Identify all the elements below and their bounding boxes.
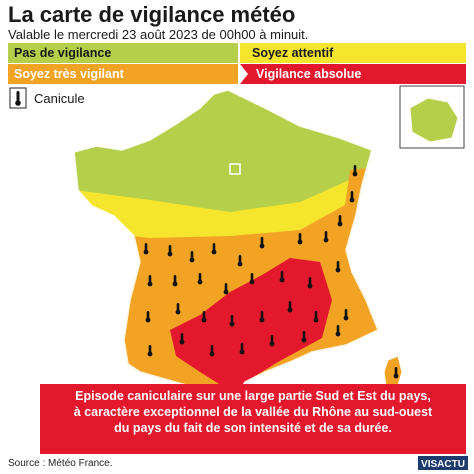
heat-icon <box>353 165 357 173</box>
canicule-icon <box>9 87 27 109</box>
legend-swatch <box>8 43 238 63</box>
heat-icon <box>240 343 244 351</box>
heat-icon <box>287 307 293 313</box>
heat-icon <box>212 243 216 251</box>
heat-icon <box>279 277 285 283</box>
heat-icon <box>269 341 275 347</box>
heat-icon <box>238 255 242 263</box>
heat-icon <box>144 243 148 251</box>
heat-icon <box>298 233 302 241</box>
legend-swatch <box>240 43 466 63</box>
heat-icon <box>259 243 265 249</box>
heat-icon <box>202 311 206 319</box>
heat-icon <box>250 273 254 281</box>
brand: VISACTU <box>421 459 465 470</box>
legend-label: Pas de vigilance <box>14 46 111 60</box>
heat-icon <box>323 237 329 243</box>
heat-icon <box>343 315 349 321</box>
heat-icon <box>393 373 399 379</box>
heat-icon <box>224 283 228 291</box>
heat-icon <box>270 335 274 343</box>
heat-icon <box>335 267 341 273</box>
heat-icon <box>197 279 203 285</box>
heat-icon <box>288 301 292 309</box>
heat-icon <box>338 215 342 223</box>
heat-icon <box>297 239 303 245</box>
heat-icon <box>394 367 398 375</box>
map <box>74 90 378 396</box>
heat-icon <box>259 317 265 323</box>
heat-icon <box>209 351 215 357</box>
heat-icon <box>175 309 181 315</box>
heat-icon <box>337 221 343 227</box>
subtitle: Valable le mercredi 23 août 2023 de 00h0… <box>8 27 308 42</box>
heat-icon <box>172 281 178 287</box>
heat-icon <box>313 317 319 323</box>
heat-icon <box>167 251 173 257</box>
heat-icon <box>189 257 195 263</box>
banner-line: à caractère exceptionnel de la vallée du… <box>74 405 433 419</box>
heat-icon <box>239 349 245 355</box>
heat-icon <box>173 275 177 283</box>
heat-icon <box>180 333 184 341</box>
legend-swatch <box>8 64 238 84</box>
heat-icon <box>308 277 312 285</box>
heat-icon <box>280 271 284 279</box>
legend-label: Soyez attentif <box>252 46 334 60</box>
heat-icon <box>168 245 172 253</box>
heat-icon <box>145 317 151 323</box>
heat-icon <box>229 321 235 327</box>
heat-icon <box>335 331 341 337</box>
heat-icon <box>143 249 149 255</box>
heat-icon <box>210 345 214 353</box>
legend-label: Canicule <box>34 91 85 106</box>
source: Source : Météo France. <box>8 458 113 469</box>
heat-icon <box>176 303 180 311</box>
heat-icon <box>301 337 307 343</box>
heat-icon <box>146 311 150 319</box>
heat-icon <box>237 261 243 267</box>
heat-icon <box>201 317 207 323</box>
heat-icon <box>260 311 264 319</box>
heat-icon <box>344 309 348 317</box>
heat-icon <box>148 345 152 353</box>
heat-icons <box>143 165 399 379</box>
legend-label: Vigilance absolue <box>256 67 361 81</box>
heat-icon <box>336 325 340 333</box>
heat-icon <box>260 237 264 245</box>
heat-icon <box>324 231 328 239</box>
heat-icon <box>198 273 202 281</box>
heat-icon <box>249 279 255 285</box>
heat-icon <box>336 261 340 269</box>
brand-box <box>418 456 468 470</box>
banner <box>40 384 466 454</box>
heat-icon <box>314 311 318 319</box>
heat-icon <box>148 275 152 283</box>
banner-line: du pays du fait de son intensité et de s… <box>114 421 392 435</box>
legend-swatch <box>240 64 466 84</box>
heat-icon <box>147 351 153 357</box>
heat-icon <box>147 281 153 287</box>
heat-icon <box>190 251 194 259</box>
banner-line: Episode caniculaire sur une large partie… <box>75 389 431 403</box>
heat-icon <box>350 191 354 199</box>
heat-icon <box>230 315 234 323</box>
paris-inset <box>399 85 465 149</box>
title: La carte de vigilance météo <box>8 2 295 27</box>
heat-icon <box>211 249 217 255</box>
legend-label: Soyez très vigilant <box>14 67 125 81</box>
heat-icon <box>223 289 229 295</box>
heat-icon <box>179 339 185 345</box>
heat-icon <box>307 283 313 289</box>
paris-marker <box>229 163 241 175</box>
heat-icon <box>352 171 358 177</box>
heat-icon <box>349 197 355 203</box>
heat-icon <box>302 331 306 339</box>
